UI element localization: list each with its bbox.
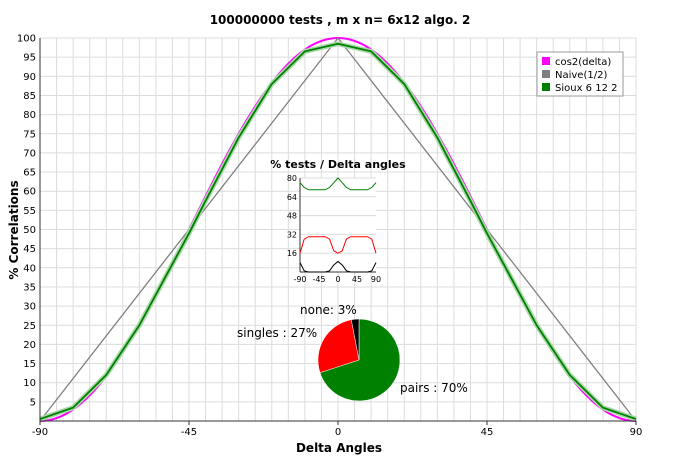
inset-x-tick-label: 90 <box>371 275 381 284</box>
inset-plot-area <box>300 178 376 272</box>
y-tick-label: 35 <box>23 282 36 293</box>
y-tick-label: 25 <box>23 321 36 332</box>
y-tick-label: 15 <box>23 359 36 370</box>
legend-label-sioux: Sioux 6 12 2 <box>555 83 618 94</box>
y-tick-label: 90 <box>23 72 36 83</box>
inset-x-tick-label: 0 <box>335 275 340 284</box>
y-tick-label: 65 <box>23 168 36 179</box>
inset-series-singles <box>299 236 377 254</box>
axes: 5 10 15 20 25 30 35 40 45 50 55 60 65 70 75 80 85 90 95 100… <box>17 34 642 439</box>
legend-swatch-cos2 <box>542 57 550 65</box>
y-tick-label: 5 <box>30 397 36 408</box>
legend-box <box>536 51 624 97</box>
inset-series-pairs <box>299 177 377 191</box>
inset-x-tick-label: -45 <box>312 275 325 284</box>
legend-label-cos2: cos2(delta) <box>555 57 611 68</box>
y-tick-label: 95 <box>23 53 36 64</box>
pie-slice-pairs <box>319 318 401 402</box>
pie-chart <box>317 318 401 402</box>
pie-label-singles: singles : 27% <box>237 326 317 340</box>
x-tick-label: 90 <box>630 427 643 438</box>
x-tick-label: -45 <box>181 427 197 438</box>
grid <box>39 37 637 421</box>
y-axis-title: % Correlations <box>7 180 21 279</box>
x-tick-label: 45 <box>481 427 494 438</box>
inset-series-none <box>299 260 377 273</box>
legend: cos2(delta) Naive(1/2) Sioux 6 12 2 <box>536 51 624 97</box>
series-line-sioux <box>39 42 637 420</box>
x-tick-label: -90 <box>32 427 48 438</box>
y-tick-label: 45 <box>23 244 36 255</box>
y-tick-label: 60 <box>23 187 36 198</box>
y-tick-label: 55 <box>23 206 36 217</box>
y-tick-label: 75 <box>23 129 36 140</box>
series-line-naive <box>39 36 637 422</box>
y-tick-label: 100 <box>17 34 36 45</box>
inset-x-tick-label: -90 <box>293 275 306 284</box>
pie-slice-singles <box>317 319 360 373</box>
inset-x-tick-label: 45 <box>352 275 362 284</box>
inset-y-tick-label: 32 <box>287 230 297 239</box>
legend-label-naive: Naive(1/2) <box>555 70 607 81</box>
inset-title: % tests / Delta angles <box>270 158 406 171</box>
y-tick-label: 20 <box>23 340 36 351</box>
inset-y-tick-label: 80 <box>287 174 297 183</box>
y-tick-label: 30 <box>23 302 36 313</box>
y-tick-label: 10 <box>23 378 36 389</box>
chart-title: 100000000 tests , m x n= 6x12 algo. 2 <box>210 13 471 27</box>
pie-label-pairs: pairs : 70% <box>400 381 468 395</box>
pie-label-none: none: 3% <box>300 303 357 317</box>
y-tick-label: 80 <box>23 110 36 121</box>
x-axis-title: Delta Angles <box>296 441 382 455</box>
main-series <box>39 36 637 422</box>
inset-chart: 16 32 48 64 80 -90 -45 0 45 90 <box>287 174 381 284</box>
pie-slice-none <box>351 318 360 361</box>
inset-y-tick-label: 48 <box>287 212 297 221</box>
y-tick-label: 50 <box>23 225 36 236</box>
x-tick-label: 0 <box>335 427 341 438</box>
y-tick-label: 85 <box>23 91 36 102</box>
legend-swatch-sioux <box>542 83 550 91</box>
inset-y-tick-label: 16 <box>287 249 297 258</box>
legend-swatch-naive <box>542 70 550 78</box>
inset-y-tick-label: 64 <box>287 193 297 202</box>
y-tick-label: 70 <box>23 148 36 159</box>
y-tick-label: 40 <box>23 263 36 274</box>
